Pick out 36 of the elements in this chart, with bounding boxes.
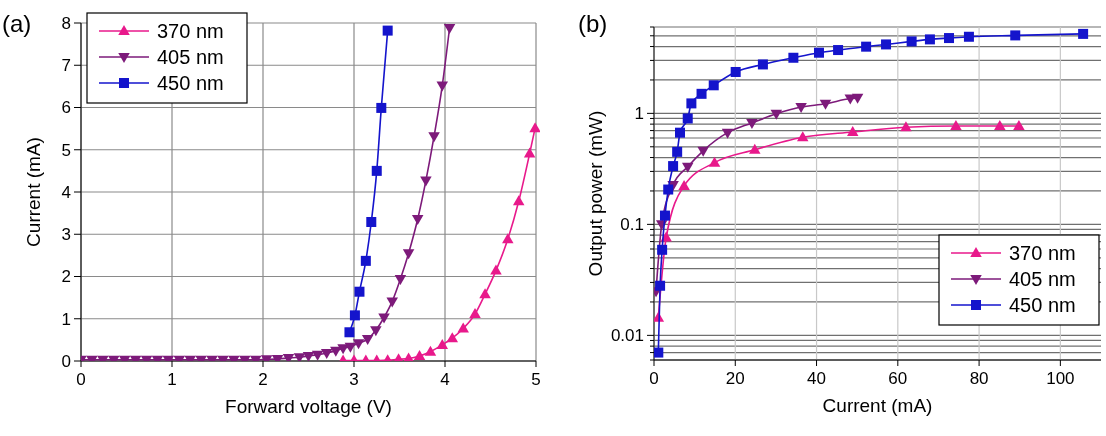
y-tick-label: 2 — [61, 267, 71, 287]
legend-label: 370 nm — [1009, 242, 1076, 264]
x-tick-label: 4 — [440, 370, 450, 389]
y-tick-label: 1 — [61, 309, 71, 329]
x-tick-label: 0 — [76, 370, 86, 389]
legend-label: 370 nm — [157, 20, 224, 42]
x-tick-label: 0 — [649, 369, 659, 388]
y-tick-label: 8 — [61, 13, 71, 33]
chart-title: (a) — [2, 10, 32, 37]
legend-label: 405 nm — [1009, 268, 1076, 290]
y-axis-title: Current (mA) — [23, 137, 44, 247]
x-tick-label: 1 — [167, 370, 177, 389]
x-tick-label: 100 — [1046, 369, 1075, 388]
y-tick-label: 5 — [61, 140, 71, 160]
y-tick-label: 0.01 — [610, 326, 644, 346]
y-tick-label: 3 — [61, 225, 71, 245]
y-tick-label: 7 — [61, 56, 71, 76]
y-axis-title: Output power (mW) — [585, 110, 606, 277]
y-tick-label: 0 — [61, 351, 71, 371]
x-axis-title: Current (mA) — [822, 395, 933, 416]
x-tick-label: 40 — [807, 369, 827, 388]
legend-label: 450 nm — [157, 72, 224, 94]
x-axis-title: Forward voltage (V) — [225, 396, 392, 417]
y-tick-label: 1 — [634, 104, 644, 124]
y-tick-label: 4 — [61, 182, 71, 202]
y-tick-label: 6 — [61, 98, 71, 118]
legend-label: 405 nm — [157, 46, 224, 68]
x-tick-label: 80 — [969, 369, 989, 388]
y-tick-label: 0.1 — [620, 215, 644, 235]
chart-title: (b) — [578, 10, 608, 37]
x-tick-label: 60 — [888, 369, 908, 388]
x-tick-label: 20 — [725, 369, 745, 388]
legend-label: 450 nm — [1009, 294, 1076, 316]
x-tick-label: 3 — [349, 370, 359, 389]
x-tick-label: 5 — [531, 370, 541, 389]
x-tick-label: 2 — [258, 370, 268, 389]
